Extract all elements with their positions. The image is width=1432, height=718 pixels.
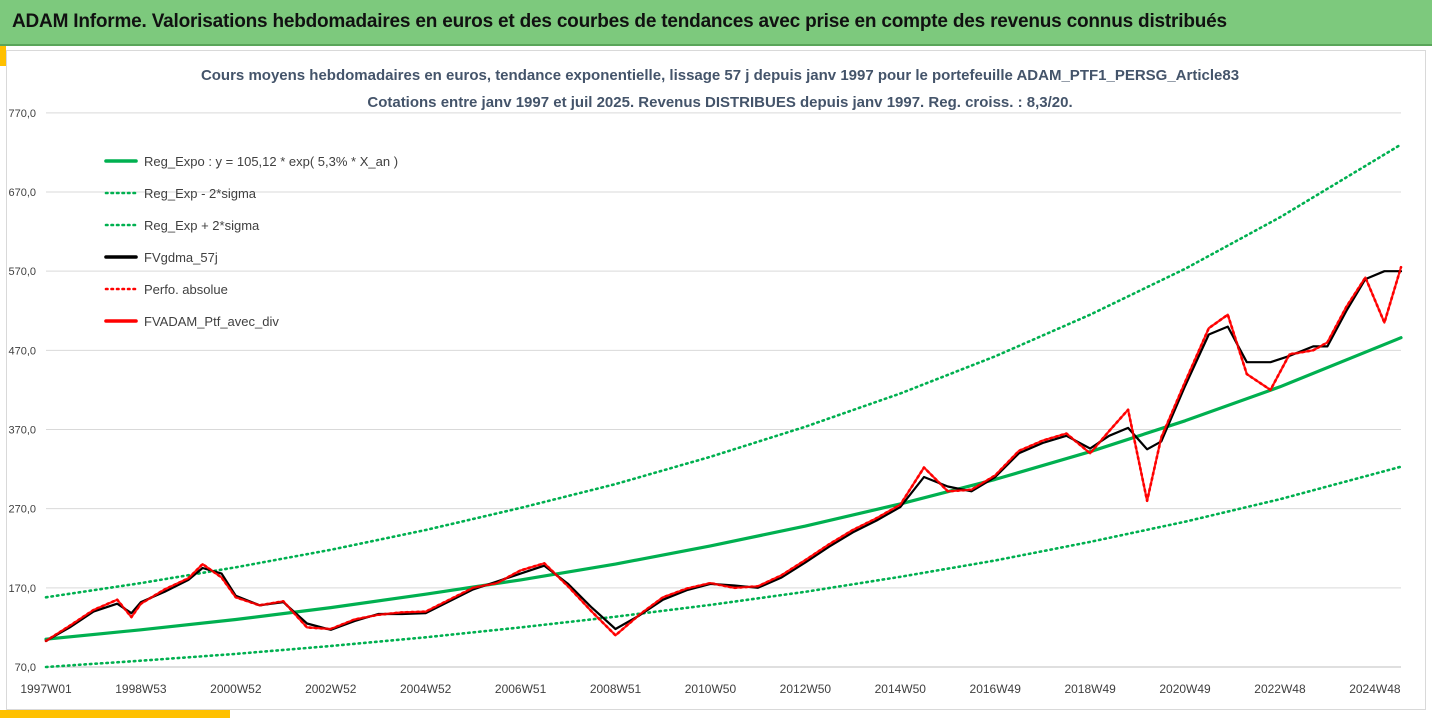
accent-bar-left	[0, 46, 6, 66]
y-tick-label: 270,0	[8, 504, 36, 516]
x-tick-label: 2010W50	[685, 682, 737, 696]
chart-title-line1: Cours moyens hebdomadaires en euros, ten…	[201, 67, 1239, 84]
grid-lines	[46, 112, 1401, 668]
y-axis-tick-labels: 70,0 170,0 270,0 370,0 470,0 570,0 670,0 770,0	[8, 108, 36, 674]
legend-label-1: Reg_Exp - 2*sigma	[144, 186, 257, 201]
legend-label-3: FVgdma_57j	[144, 250, 218, 265]
series-line-2	[44, 143, 1403, 599]
series-line-1	[44, 465, 1403, 669]
x-tick-label: 2006W51	[495, 682, 547, 696]
page-title: ADAM Informe. Valorisations hebdomadaire…	[12, 11, 1227, 32]
x-tick-label: 2020W49	[1159, 682, 1211, 696]
y-tick-label: 670,0	[8, 187, 36, 199]
header-banner: ADAM Informe. Valorisations hebdomadaire…	[0, 0, 1432, 46]
x-tick-label: 2018W49	[1064, 682, 1116, 696]
y-tick-label: 570,0	[8, 266, 36, 278]
y-tick-label: 770,0	[8, 108, 36, 120]
legend-label-5: FVADAM_Ptf_avec_div	[144, 314, 279, 329]
chart-legend: Reg_Expo : y = 105,12 * exp( 5,3% * X_an…	[104, 154, 398, 329]
x-tick-label: 2012W50	[780, 682, 832, 696]
legend-label-4: Perfo. absolue	[144, 282, 228, 297]
x-tick-label: 2008W51	[590, 682, 642, 696]
x-tick-label: 1997W01	[20, 682, 72, 696]
legend-label-0: Reg_Expo : y = 105,12 * exp( 5,3% * X_an…	[144, 154, 398, 169]
x-tick-label: 2004W52	[400, 682, 452, 696]
chart-frame	[6, 50, 1426, 710]
series-line-5	[44, 266, 1403, 643]
y-tick-label: 70,0	[15, 662, 36, 674]
x-tick-label: 2024W48	[1349, 682, 1401, 696]
series-line-0	[44, 336, 1403, 641]
x-tick-label: 2016W49	[970, 682, 1022, 696]
y-tick-label: 470,0	[8, 345, 36, 357]
x-tick-label: 2002W52	[305, 682, 357, 696]
x-tick-label: 2000W52	[210, 682, 262, 696]
y-tick-label: 370,0	[8, 425, 36, 437]
x-tick-label: 2022W48	[1254, 682, 1306, 696]
legend-label-2: Reg_Exp + 2*sigma	[144, 218, 260, 233]
x-tick-label: 1998W53	[115, 682, 167, 696]
accent-bar-bottom	[0, 710, 230, 718]
chart-title-line2: Cotations entre janv 1997 et juil 2025. …	[367, 94, 1072, 111]
series-lines	[44, 143, 1403, 669]
x-tick-label: 2014W50	[875, 682, 927, 696]
y-tick-label: 170,0	[8, 583, 36, 595]
x-axis-tick-labels: 1997W01 1998W53 2000W52 2002W52 2004W52 2006W…	[20, 682, 1401, 696]
